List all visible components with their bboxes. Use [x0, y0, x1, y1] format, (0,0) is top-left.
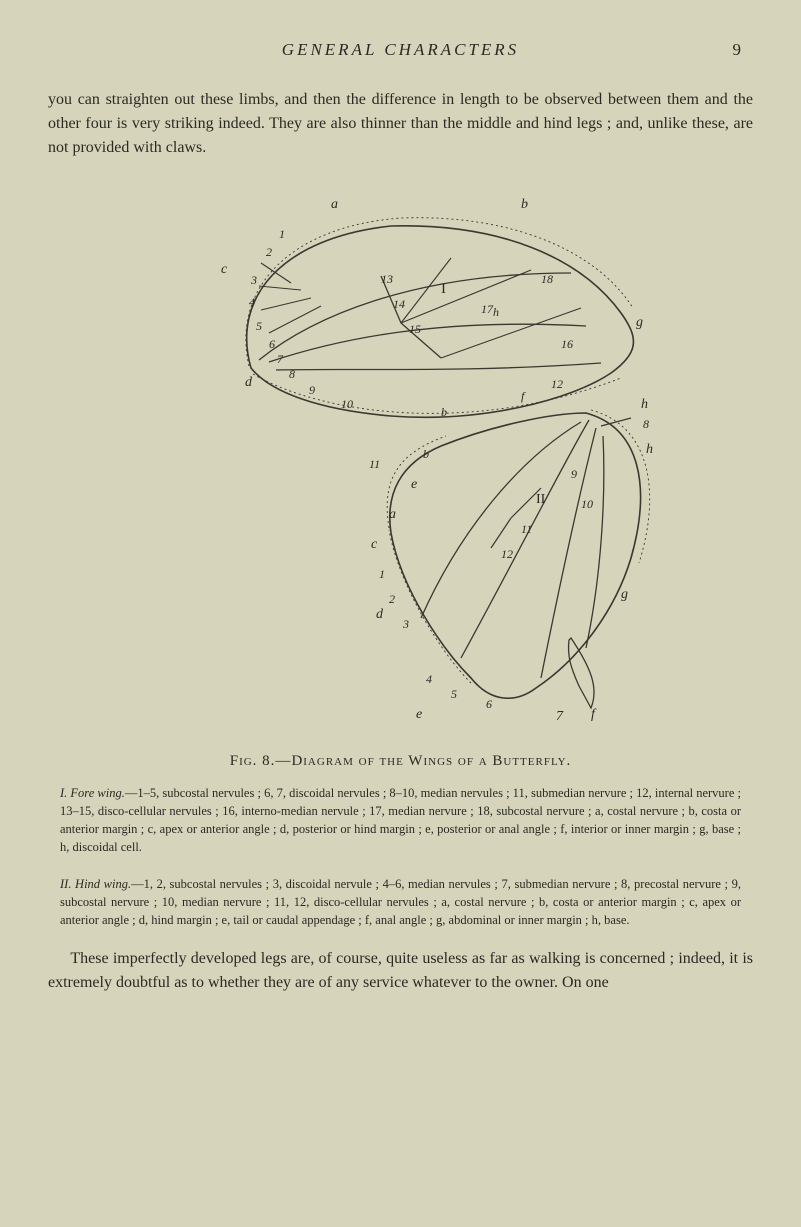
figure-legend-II: II. Hind wing.—1, 2, subcostal nervules …	[60, 875, 741, 929]
svg-text:a: a	[331, 197, 338, 212]
svg-text:13: 13	[381, 272, 393, 286]
svg-text:15: 15	[409, 322, 421, 336]
running-head: GENERAL CHARACTERS	[282, 40, 519, 60]
svg-text:b: b	[441, 405, 447, 419]
figure-caption: Fig. 8.—Diagram of the Wings of a Butter…	[48, 753, 753, 770]
body-paragraph-2: These imperfectly developed legs are, of…	[48, 947, 753, 995]
svg-text:d: d	[376, 607, 384, 622]
svg-text:f: f	[591, 707, 597, 722]
svg-text:14: 14	[393, 297, 405, 311]
svg-text:1: 1	[279, 227, 285, 241]
figure-caption-prefix: Fig. 8.—	[230, 753, 292, 769]
svg-text:9: 9	[571, 467, 577, 481]
page-number: 9	[733, 40, 742, 60]
svg-text:12: 12	[551, 377, 563, 391]
svg-text:11: 11	[369, 457, 380, 471]
svg-text:I: I	[441, 281, 446, 297]
svg-text:g: g	[636, 315, 643, 330]
svg-text:e: e	[416, 707, 422, 722]
svg-text:e: e	[411, 477, 417, 492]
svg-text:c: c	[221, 262, 228, 277]
svg-text:h: h	[646, 442, 653, 457]
legend-II-text: —1, 2, subcostal nervules ; 3, discoidal…	[60, 877, 741, 927]
figure-legend-I: I. Fore wing.—1–5, subcostal nervules ; …	[60, 784, 741, 857]
svg-text:5: 5	[256, 319, 262, 333]
svg-text:d: d	[245, 375, 253, 390]
svg-text:10: 10	[581, 497, 593, 511]
svg-text:2: 2	[266, 245, 272, 259]
svg-text:4: 4	[249, 295, 255, 309]
svg-text:f: f	[521, 389, 526, 403]
svg-text:4: 4	[426, 672, 432, 686]
svg-text:6: 6	[486, 697, 492, 711]
svg-text:h: h	[641, 397, 648, 412]
svg-text:c: c	[371, 537, 378, 552]
figure-wings-diagram: a b c d g h 1 2 3 4 5 6 7 8 9 10 13 14 1…	[48, 178, 753, 743]
body-paragraph-1: you can straighten out these limbs, and …	[48, 88, 753, 160]
figure-caption-text: Diagram of the Wings of a Butterfly.	[291, 753, 571, 769]
svg-text:6: 6	[269, 337, 275, 351]
svg-text:11: 11	[521, 522, 532, 536]
svg-text:7: 7	[556, 709, 564, 724]
svg-text:5: 5	[451, 687, 457, 701]
svg-text:b: b	[521, 197, 528, 212]
svg-text:10: 10	[341, 397, 353, 411]
legend-I-title: I. Fore wing.	[60, 786, 125, 800]
svg-text:8: 8	[289, 367, 295, 381]
svg-text:h: h	[493, 305, 499, 319]
svg-text:12: 12	[501, 547, 513, 561]
svg-text:8: 8	[643, 417, 649, 431]
svg-text:g: g	[621, 587, 628, 602]
svg-text:3: 3	[402, 617, 409, 631]
svg-text:a: a	[389, 507, 396, 522]
svg-text:9: 9	[309, 383, 315, 397]
svg-text:II: II	[536, 492, 546, 507]
svg-text:2: 2	[389, 592, 395, 606]
svg-text:b: b	[423, 447, 429, 461]
legend-I-text: —1–5, subcostal nervules ; 6, 7, discoid…	[60, 786, 741, 854]
svg-text:1: 1	[379, 567, 385, 581]
legend-II-title: II. Hind wing.	[60, 877, 131, 891]
svg-text:7: 7	[277, 352, 284, 366]
svg-text:18: 18	[541, 272, 553, 286]
svg-text:16: 16	[561, 337, 573, 351]
svg-text:3: 3	[250, 273, 257, 287]
